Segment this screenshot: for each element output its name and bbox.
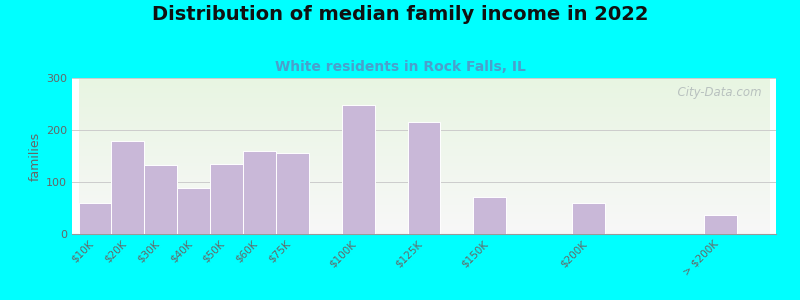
- Text: White residents in Rock Falls, IL: White residents in Rock Falls, IL: [274, 60, 526, 74]
- Bar: [572, 203, 605, 234]
- Bar: [342, 105, 374, 234]
- Y-axis label: families: families: [29, 131, 42, 181]
- Bar: [210, 164, 243, 234]
- Bar: [407, 122, 441, 234]
- Text: Distribution of median family income in 2022: Distribution of median family income in …: [152, 4, 648, 23]
- Bar: [474, 196, 506, 234]
- Bar: [704, 215, 737, 234]
- Bar: [78, 203, 111, 234]
- Bar: [178, 188, 210, 234]
- Bar: [276, 153, 309, 234]
- Bar: [243, 151, 276, 234]
- Text: City-Data.com: City-Data.com: [670, 86, 762, 99]
- Bar: [144, 165, 178, 234]
- Bar: [111, 141, 144, 234]
